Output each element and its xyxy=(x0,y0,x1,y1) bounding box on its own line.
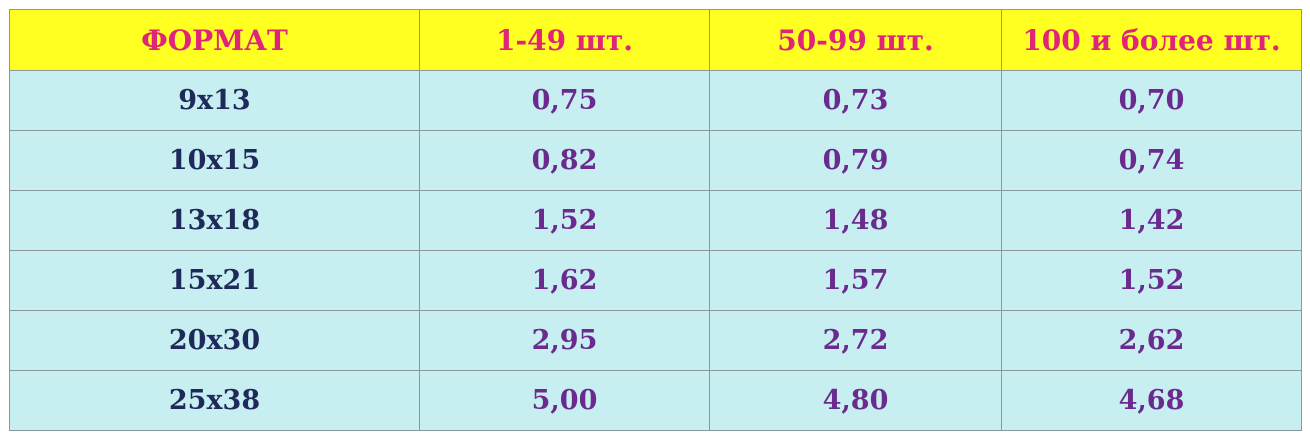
header-format: ФОРМАТ xyxy=(9,9,420,71)
header-row: ФОРМАТ 1-49 шт. 50-99 шт. 100 и более шт… xyxy=(9,9,1302,71)
price-cell: 1,62 xyxy=(419,250,710,311)
price-table-container: ФОРМАТ 1-49 шт. 50-99 шт. 100 и более шт… xyxy=(9,9,1302,431)
price-cell: 4,68 xyxy=(1001,370,1302,431)
header-qty-1-49: 1-49 шт. xyxy=(419,9,710,71)
price-cell: 2,95 xyxy=(419,310,710,371)
price-cell: 0,75 xyxy=(419,70,710,131)
table-row: 10x15 0,82 0,79 0,74 xyxy=(9,130,1302,191)
price-cell: 1,52 xyxy=(1001,250,1302,311)
price-cell: 0,79 xyxy=(709,130,1002,191)
price-cell: 1,57 xyxy=(709,250,1002,311)
table-row: 20x30 2,95 2,72 2,62 xyxy=(9,310,1302,371)
price-cell: 1,48 xyxy=(709,190,1002,251)
format-cell: 9x13 xyxy=(9,70,420,131)
price-cell: 0,82 xyxy=(419,130,710,191)
header-qty-100-plus: 100 и более шт. xyxy=(1001,9,1302,71)
format-cell: 20x30 xyxy=(9,310,420,371)
table-row: 9x13 0,75 0,73 0,70 xyxy=(9,70,1302,131)
format-cell: 25x38 xyxy=(9,370,420,431)
header-qty-50-99: 50-99 шт. xyxy=(709,9,1002,71)
format-cell: 15x21 xyxy=(9,250,420,311)
price-cell: 0,70 xyxy=(1001,70,1302,131)
format-cell: 13x18 xyxy=(9,190,420,251)
price-cell: 4,80 xyxy=(709,370,1002,431)
format-cell: 10x15 xyxy=(9,130,420,191)
price-cell: 1,42 xyxy=(1001,190,1302,251)
price-cell: 0,74 xyxy=(1001,130,1302,191)
table-row: 15x21 1,62 1,57 1,52 xyxy=(9,250,1302,311)
price-cell: 2,72 xyxy=(709,310,1002,371)
price-cell: 1,52 xyxy=(419,190,710,251)
price-cell: 0,73 xyxy=(709,70,1002,131)
table-row: 25x38 5,00 4,80 4,68 xyxy=(9,370,1302,431)
table-row: 13x18 1,52 1,48 1,42 xyxy=(9,190,1302,251)
price-cell: 2,62 xyxy=(1001,310,1302,371)
price-cell: 5,00 xyxy=(419,370,710,431)
price-table: ФОРМАТ 1-49 шт. 50-99 шт. 100 и более шт… xyxy=(9,9,1302,431)
